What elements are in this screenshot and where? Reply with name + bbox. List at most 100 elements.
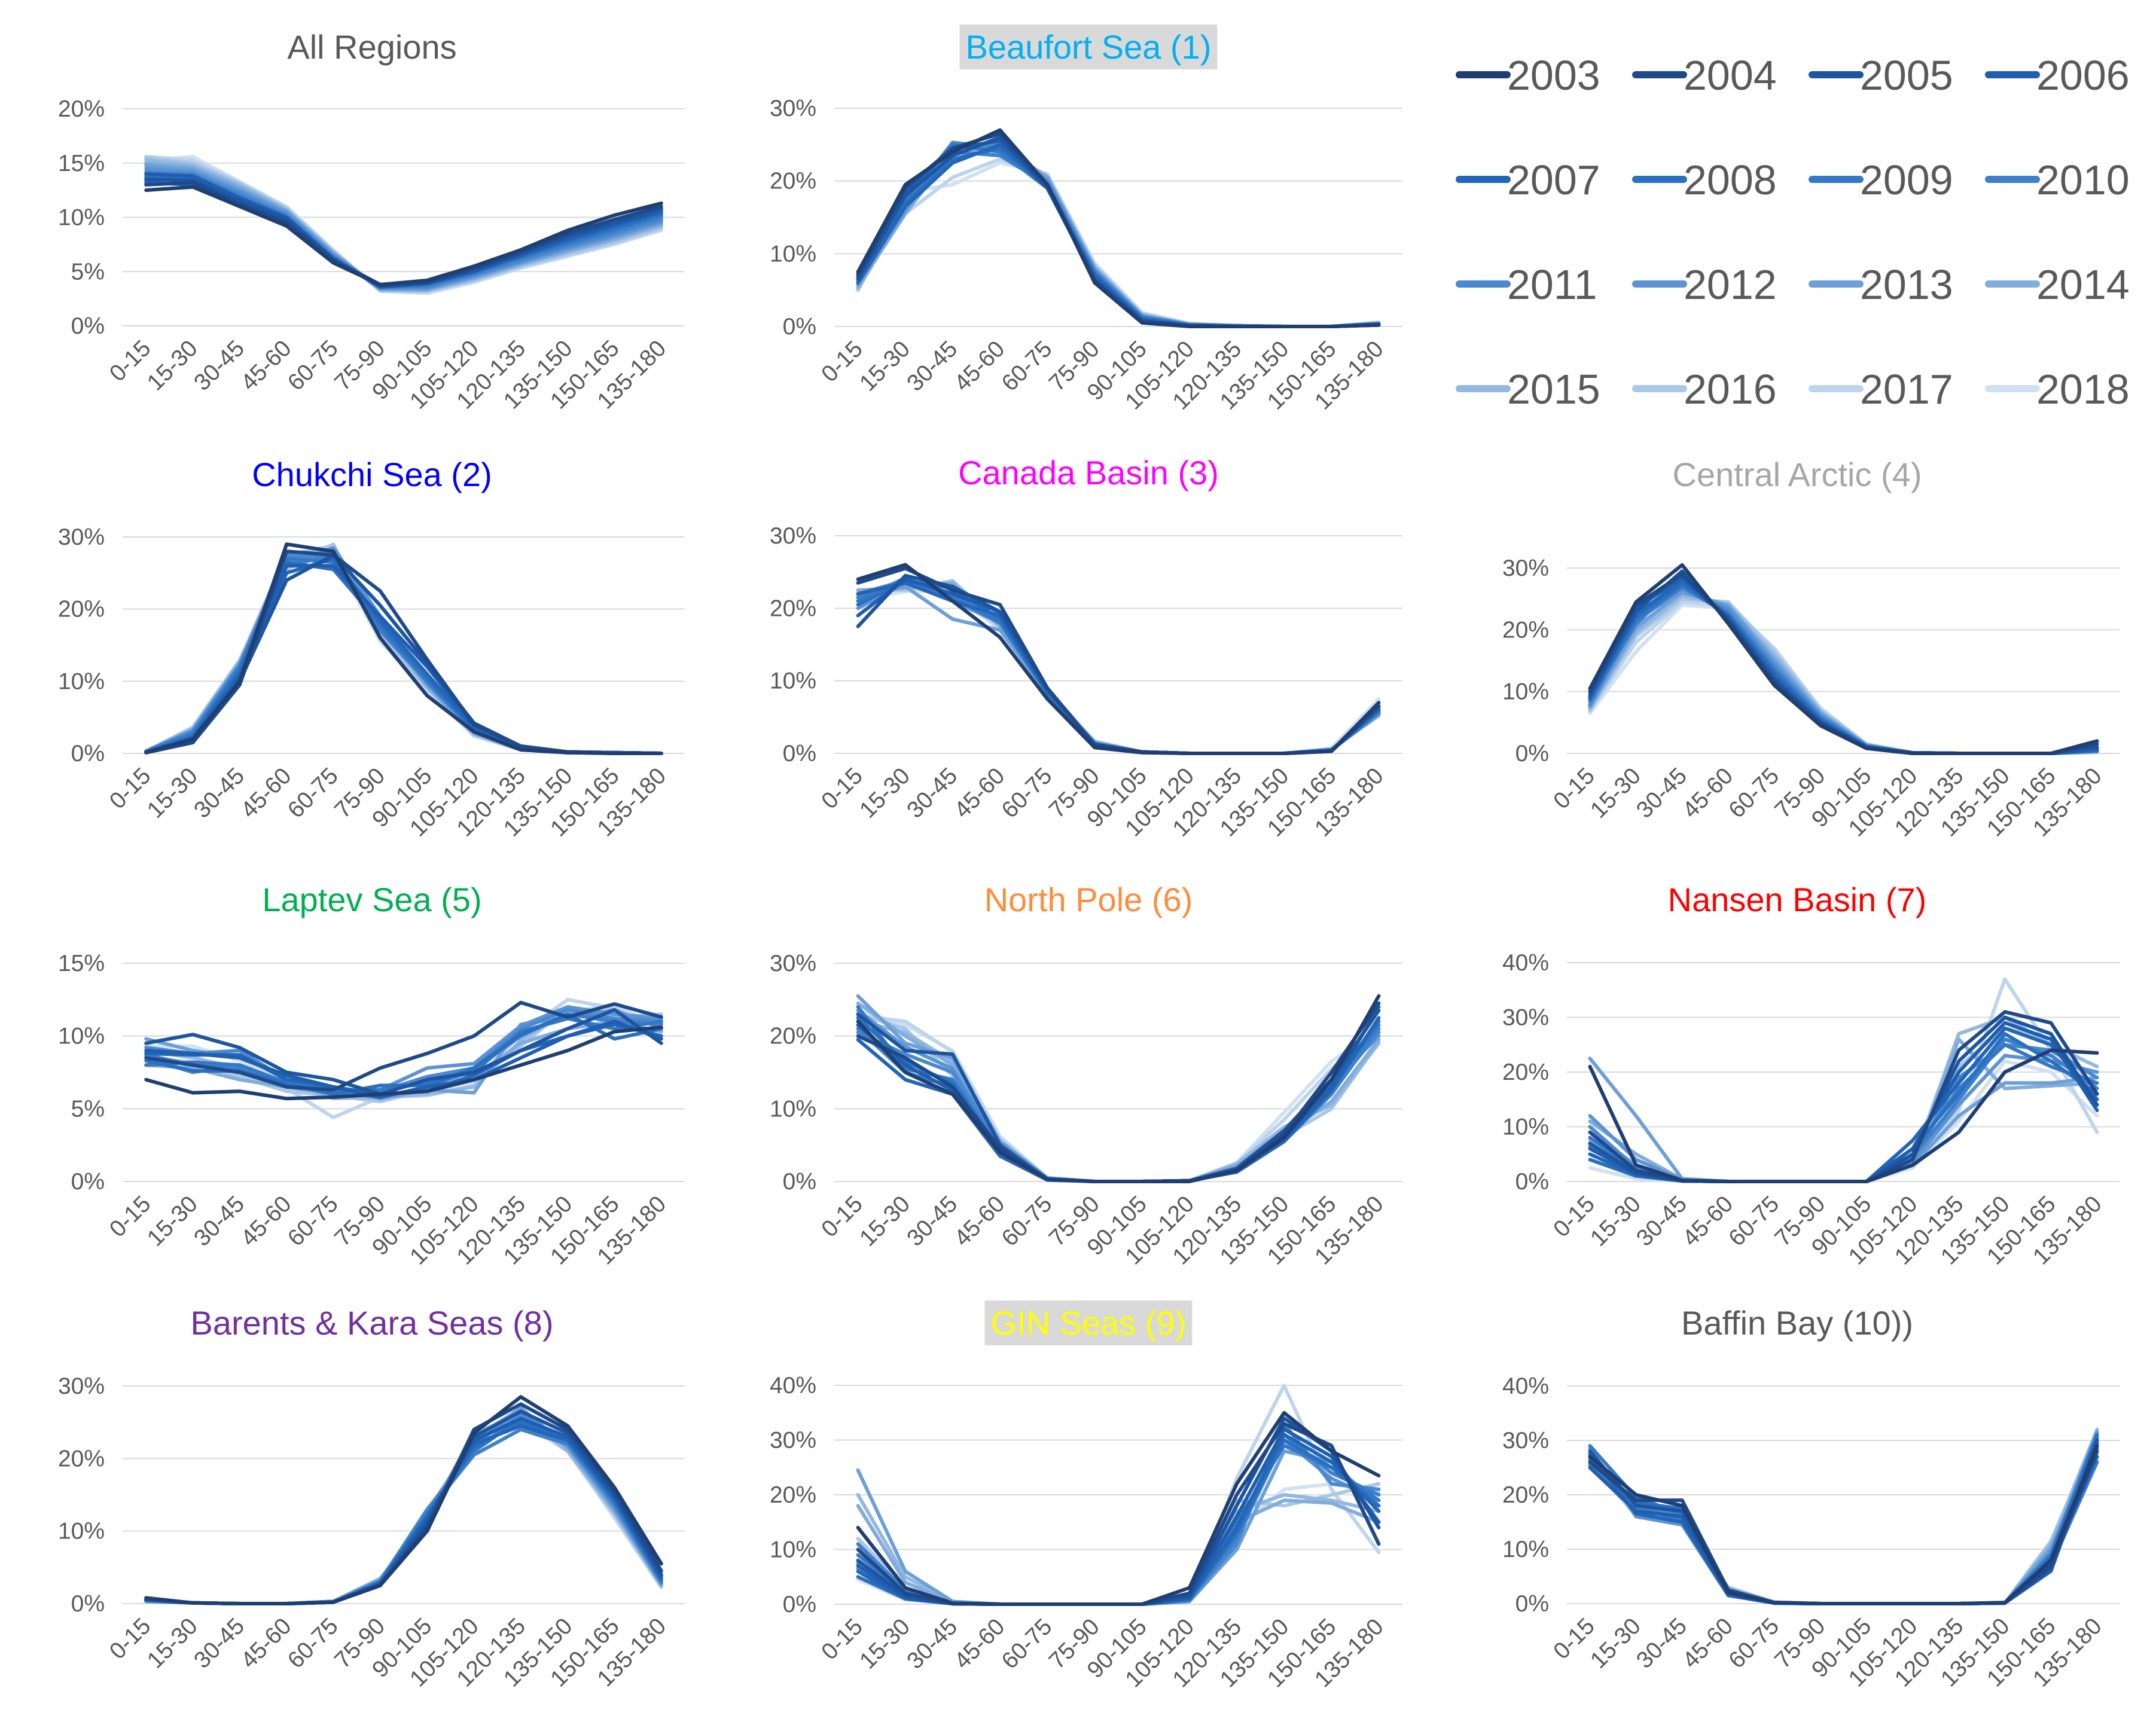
y-tick-label: 10% [1502,1537,1549,1562]
panel-gin-seas: GIN Seas (9)0%10%20%30%40%0-1515-3030-45… [770,1300,1402,1693]
y-tick-label: 0% [71,313,105,339]
y-tick-label: 20% [770,596,816,621]
chart-title: Canada Basin (3) [958,454,1219,491]
x-tick-label: 30-45 [189,1191,249,1251]
series-line-2012 [144,1409,663,1605]
x-tick-label: 60-75 [283,1191,343,1251]
panel-north-pole: North Pole (6)0%10%20%30%0-1515-3030-454… [770,881,1402,1270]
series-line-2009 [856,576,1381,755]
y-tick-label: 40% [1502,950,1549,976]
legend-label: 2008 [1684,157,1777,203]
x-tick-label: 30-45 [189,335,249,396]
legend-item-2017: 2017 [1809,366,1953,413]
y-tick-label: 30% [1502,555,1549,581]
series-line-2012 [856,1438,1381,1606]
y-tick-label: 0% [71,1169,105,1195]
series-line-2003 [144,1395,663,1605]
x-tick-label: 45-60 [950,763,1010,823]
panel-chukchi-sea: Chukchi Sea (2)0%10%20%30%0-1515-3030-45… [58,456,685,842]
series-line-2005 [144,1409,663,1605]
x-tick-label: 60-75 [997,1614,1057,1674]
chart-title: All Regions [287,28,456,66]
x-tick-label: 15-30 [855,763,915,823]
x-tick-label: 15-30 [855,336,915,396]
series-line-2003 [856,563,1381,755]
y-tick-label: 5% [71,1096,105,1122]
legend-label: 2007 [1507,157,1600,203]
x-tick-label: 30-45 [1632,1191,1692,1251]
x-tick-label: 15-30 [1585,1613,1646,1674]
series-line-2009 [856,1443,1381,1606]
y-tick-label: 20% [1502,617,1549,643]
legend-item-2006: 2006 [1985,52,2130,99]
legend-item-2008: 2008 [1632,157,1777,203]
y-tick-label: 10% [58,205,105,231]
y-tick-label: 10% [770,1096,816,1122]
x-tick-label: 15-30 [1585,1191,1646,1251]
series-line-2003 [1588,1444,2099,1605]
legend-item-2010: 2010 [1985,157,2130,203]
x-tick-label: 45-60 [236,335,297,396]
legend-label: 2015 [1507,366,1600,413]
x-tick-label: 60-75 [997,336,1057,396]
series-line-2003 [1588,563,2099,755]
x-tick-label: 45-60 [950,336,1010,396]
x-tick-label: 45-60 [236,1613,297,1674]
legend-item-2003: 2003 [1456,52,1600,99]
y-tick-label: 0% [71,1591,105,1617]
y-tick-label: 30% [1502,1005,1549,1031]
legend-label: 2011 [1507,261,1597,308]
series-line-2005 [856,573,1381,755]
x-tick-label: 30-45 [189,763,249,823]
series-line-2013 [856,584,1381,755]
legend-item-2018: 2018 [1985,366,2130,413]
y-tick-label: 20% [770,1482,816,1508]
chart-title: Nansen Basin (7) [1668,881,1927,918]
series-line-2003 [1588,1048,2099,1183]
x-tick-label: 45-60 [1678,1191,1738,1251]
y-tick-label: 0% [783,314,816,340]
legend-item-2009: 2009 [1809,157,1953,203]
y-tick-label: 10% [58,1024,105,1049]
x-tick-label: 60-75 [283,763,343,823]
x-tick-label: 45-60 [1678,1613,1738,1674]
y-tick-label: 20% [58,96,105,122]
series-line-2010 [1588,1037,2099,1183]
series-line-2015 [144,1413,663,1605]
chart-title: North Pole (6) [984,881,1193,918]
x-tick-label: 60-75 [283,1613,343,1674]
x-tick-label: 45-60 [950,1614,1010,1674]
series-line-2015 [856,577,1381,755]
y-tick-label: 20% [58,1446,105,1471]
legend-label: 2013 [1860,261,1953,308]
y-tick-label: 10% [770,241,816,267]
y-tick-label: 10% [1502,679,1549,705]
series-line-2010 [856,577,1381,755]
series-line-2003 [856,1410,1381,1606]
x-tick-label: 45-60 [236,763,297,823]
panel-nansen-basin: Nansen Basin (7)0%10%20%30%40%0-1515-303… [1502,881,2120,1270]
y-tick-label: 40% [770,1373,816,1399]
y-tick-label: 30% [770,96,816,121]
legend-item-2016: 2016 [1632,366,1777,413]
legend: 2003 2004 2005 2006 2007 2008 2009 2010 2011 2012… [1456,52,2130,413]
x-tick-label: 60-75 [997,1191,1057,1251]
y-tick-label: 20% [770,1024,816,1049]
series-line-2011 [144,1413,663,1605]
chart-title: Baffin Bay (10)) [1681,1304,1913,1342]
series-line-2010 [856,1433,1381,1606]
series-line-2003 [144,542,663,755]
y-tick-label: 20% [1502,1482,1549,1508]
panel-baffin-bay: Baffin Bay (10))0%10%20%30%40%0-1515-303… [1502,1304,2120,1692]
legend-item-2004: 2004 [1632,52,1777,99]
y-tick-label: 10% [58,668,105,694]
x-tick-label: 60-75 [283,335,343,396]
legend-label: 2004 [1684,52,1777,99]
y-tick-label: 40% [1502,1373,1549,1399]
panel-central-arctic: Central Arctic (4)0%10%20%30%0-1515-3030… [1502,456,2120,842]
y-tick-label: 20% [1502,1060,1549,1085]
chart-title: Laptev Sea (5) [262,881,481,918]
legend-item-2012: 2012 [1632,261,1777,308]
panel-beaufort-sea: Beaufort Sea (1)0%10%20%30%0-1515-3030-4… [770,25,1402,415]
x-tick-label: 60-75 [997,763,1057,823]
